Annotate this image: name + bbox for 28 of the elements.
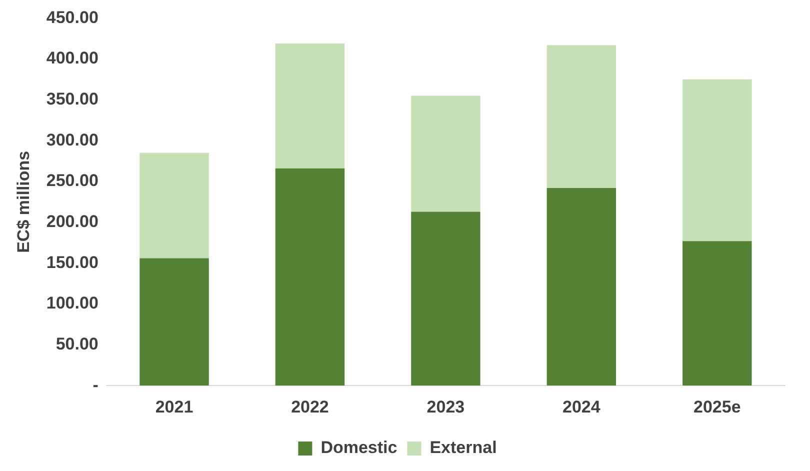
y-tick-label: 350.00	[46, 90, 98, 109]
y-tick-label: 200.00	[46, 212, 98, 231]
y-tick-label: 250.00	[46, 171, 98, 190]
bar	[682, 79, 752, 242]
legend-label: External	[430, 438, 497, 458]
x-tick-label: 2025e	[694, 397, 741, 416]
y-tick-label: 50.00	[56, 334, 98, 354]
y-tick-label: 400.00	[46, 48, 98, 68]
y-tick-label: 100.00	[46, 294, 98, 313]
bar	[140, 152, 209, 258]
bar	[546, 188, 616, 386]
y-tick-label: 300.00	[46, 130, 98, 150]
bar	[140, 258, 209, 386]
bar	[682, 241, 752, 386]
y-tick-label: 450.00	[46, 8, 98, 27]
x-tick-label: 2024	[562, 397, 601, 416]
bar	[546, 45, 616, 188]
x-tick-label: 2021	[155, 397, 194, 416]
y-tick-label: -	[92, 375, 98, 394]
bar	[411, 96, 480, 212]
legend-label: Domestic	[320, 438, 398, 458]
bar	[411, 212, 480, 386]
bar	[275, 168, 345, 386]
y-axis-title: EC$ millions	[14, 150, 33, 253]
x-tick-label: 2022	[291, 397, 329, 416]
y-tick-label: 150.00	[46, 252, 98, 272]
bar	[275, 44, 345, 168]
x-tick-label: 2023	[426, 397, 465, 416]
